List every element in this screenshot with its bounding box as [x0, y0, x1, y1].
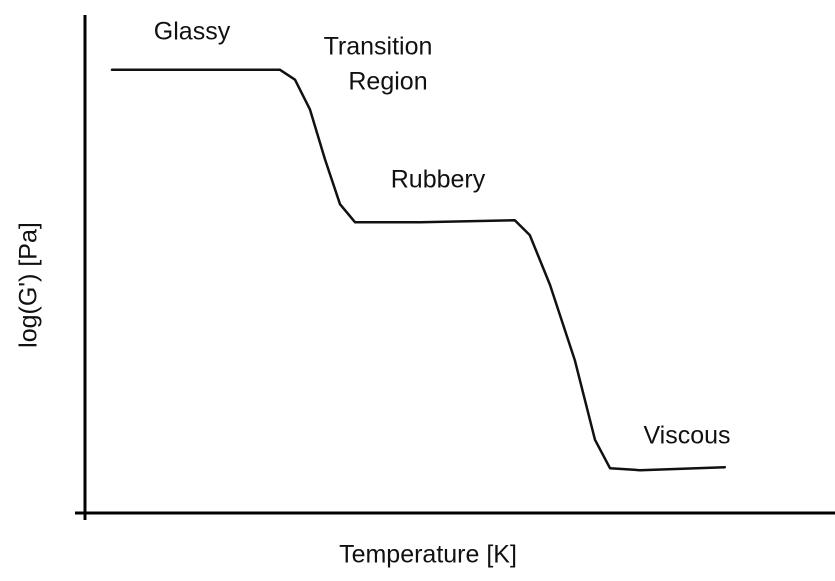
annotation: Glassy: [154, 18, 231, 46]
y-axis-label: log(G') [Pa]: [15, 222, 43, 348]
x-axis-label: Temperature [K]: [339, 541, 517, 569]
annotation: Viscous: [643, 422, 730, 450]
annotation: Transition: [324, 33, 433, 61]
curve: [110, 68, 727, 472]
annotation: Region: [348, 68, 427, 96]
annotation: Rubbery: [391, 166, 486, 194]
